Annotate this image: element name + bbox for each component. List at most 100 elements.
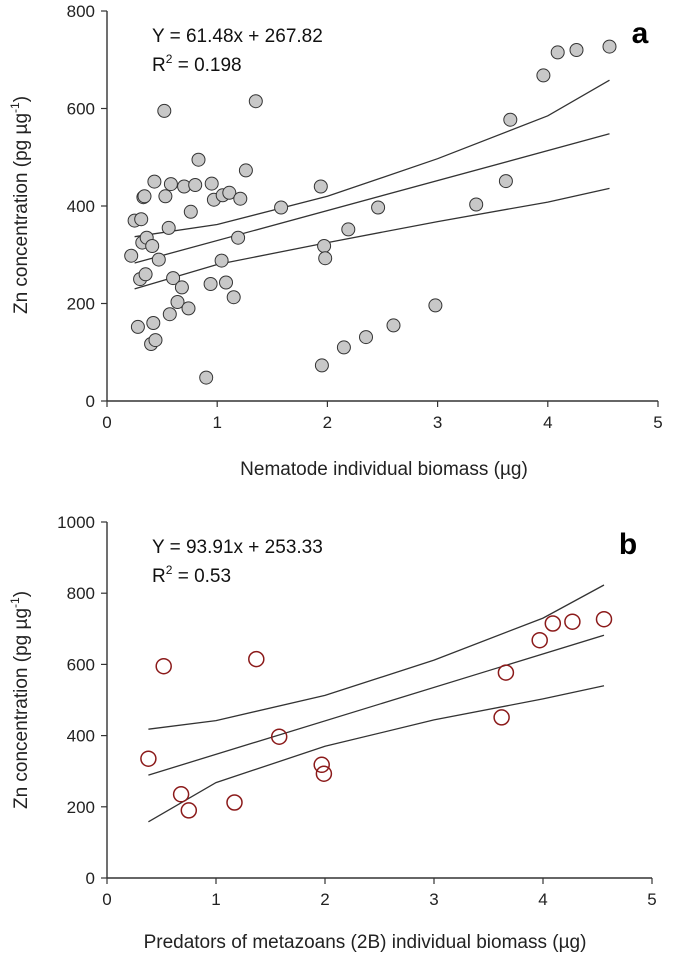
pa-data-point [138, 267, 153, 282]
pb-y-tick-label: 1000 [57, 513, 95, 532]
pb-data-point [531, 631, 548, 649]
pa-lower-confidence-band [134, 187, 610, 290]
pa-x-tick-label: 2 [323, 413, 332, 432]
pa-y-tick-label: 600 [67, 100, 95, 119]
pa-data-point [238, 163, 253, 178]
pb-data-point [497, 664, 515, 681]
pa-data-point [174, 280, 189, 295]
pa-data-point [550, 45, 565, 60]
pa-data-point [199, 370, 214, 385]
pa-data-point [428, 298, 443, 313]
pa-data-point [191, 152, 206, 167]
pb-y-tick-label: 600 [67, 655, 95, 674]
pa-data-point [317, 239, 332, 253]
pa-x-tick-label: 5 [653, 413, 662, 432]
pb-data-point [180, 802, 198, 819]
pa-data-point [157, 103, 172, 118]
pa-data-point [188, 178, 203, 192]
pa-data-point [204, 176, 219, 191]
pa-data-point [147, 174, 162, 189]
pa-upper-confidence-band [134, 79, 610, 238]
pa-x-tick-label: 1 [212, 413, 221, 432]
pb-r-squared: R2 = 0.53 [152, 563, 231, 587]
pa-y-tick-label: 0 [86, 392, 95, 411]
pa-x-tick-label: 3 [433, 413, 442, 432]
pb-data-point [313, 756, 330, 774]
pa-data-point [158, 189, 173, 204]
pb-x-tick-label: 1 [211, 890, 220, 909]
pb-regression-line [148, 634, 605, 776]
pb-data-point [155, 657, 172, 675]
pa-data-point [313, 179, 328, 194]
pa-data-point [146, 316, 161, 330]
pa-regression-line [134, 133, 610, 264]
pa-data-point [231, 230, 246, 245]
pa-data-point [137, 189, 152, 204]
pa-data-point [145, 239, 160, 253]
pa-data-point [318, 251, 333, 266]
pa-data-point [469, 197, 484, 212]
pa-data-point [222, 185, 237, 200]
pa-data-point [226, 290, 241, 305]
pb-x-tick-label: 0 [102, 890, 111, 909]
pa-data-point [233, 191, 248, 206]
pb-x-tick-label: 4 [538, 890, 547, 909]
pb-panel-label: b [619, 528, 637, 561]
pa-data-point [183, 204, 198, 219]
pa-data-point [151, 252, 166, 267]
pa-data-point [569, 43, 584, 57]
pa-data-point [386, 318, 401, 333]
chart-panel-a: 0 1 2 3 4 5 0 200 400 600 800 Y = 61.48x + 267.82 R2… [8, 2, 663, 480]
pb-data-point [248, 650, 265, 668]
pa-y-axis-label: Zn concentration (pg µg-1) [8, 96, 32, 314]
pa-data-point [170, 295, 185, 309]
pa-data-point [498, 174, 513, 189]
pa-x-tick-label: 0 [102, 413, 111, 432]
pb-x-tick-label: 5 [647, 890, 656, 909]
pb-regression-equation: Y = 93.91x + 253.33 [152, 537, 323, 558]
pa-data-point [219, 275, 233, 290]
pa-regression-equation: Y = 61.48x + 267.82 [152, 26, 323, 47]
pa-data-point [148, 333, 163, 348]
pa-y-tick-label: 400 [67, 197, 95, 216]
pb-y-tick-label: 200 [67, 798, 95, 817]
pb-y-tick-label: 800 [67, 584, 95, 603]
pa-data-point [161, 220, 176, 235]
pb-data-point [172, 786, 190, 803]
pa-data-point [124, 248, 139, 263]
pb-y-tick-label: 0 [86, 869, 95, 888]
pa-y-tick-label: 200 [67, 295, 95, 314]
pa-panel-label: a [632, 17, 649, 50]
pa-data-point [602, 39, 617, 54]
pa-data-point [134, 212, 149, 227]
pb-data-point [493, 709, 510, 726]
pa-data-point [214, 253, 229, 268]
pb-x-tick-label: 2 [320, 890, 329, 909]
pb-x-tick-label: 3 [429, 890, 438, 909]
pa-r-squared: R2 = 0.198 [152, 52, 242, 76]
pb-data-point [544, 615, 562, 632]
pb-x-axis-label: Predators of metazoans (2B) individual b… [144, 932, 587, 953]
pa-data-point [248, 94, 263, 109]
pb-data-point [595, 610, 613, 628]
pa-data-point [162, 307, 177, 322]
pb-data-point [315, 765, 333, 782]
pa-x-tick-label: 4 [543, 413, 552, 432]
pb-data-point [564, 613, 581, 630]
pa-data-point [371, 200, 386, 215]
pa-data-point [536, 68, 551, 83]
pa-data-point [166, 271, 181, 286]
pa-data-point [503, 112, 518, 127]
pa-data-point [359, 330, 373, 345]
pa-x-axis-label: Nematode individual biomass (µg) [240, 459, 528, 480]
pa-data-point [336, 340, 351, 355]
pb-lower-confidence-band [148, 685, 605, 823]
pa-data-point [314, 358, 329, 373]
pa-data-point [274, 200, 289, 215]
pb-y-axis-label: Zn concentration (pg µg-1) [8, 591, 32, 809]
pa-data-point [181, 301, 196, 316]
pb-y-tick-label: 400 [67, 727, 95, 746]
pa-data-point [341, 222, 356, 237]
pb-data-point [140, 750, 157, 767]
